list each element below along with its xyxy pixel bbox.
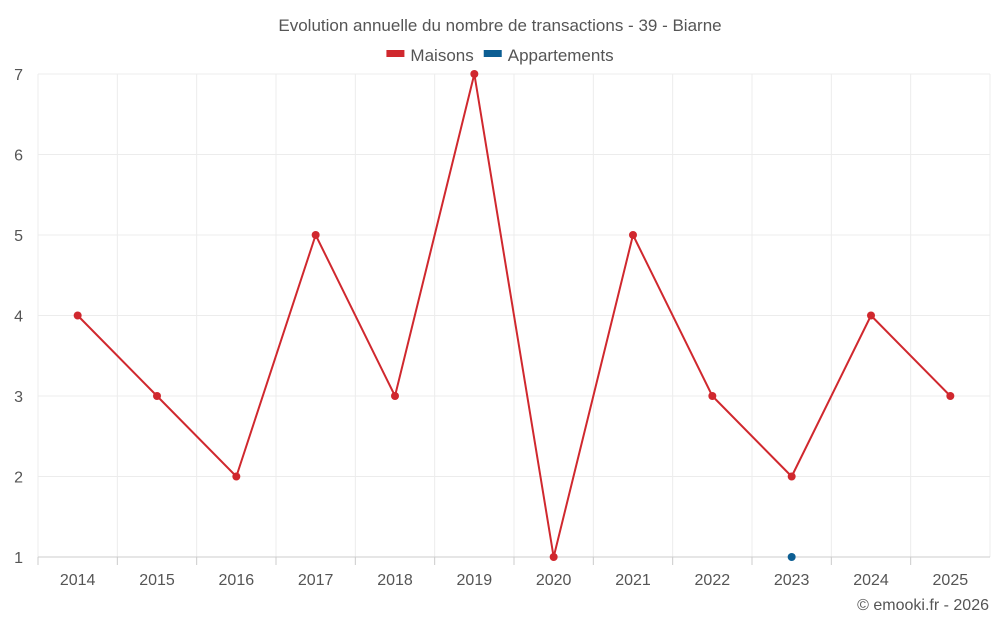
y-tick-label: 2 — [14, 470, 23, 487]
x-tick-label: 2022 — [695, 572, 731, 589]
y-tick-label: 6 — [14, 148, 23, 165]
data-point-maisons[interactable] — [391, 392, 399, 400]
x-tick-label: 2020 — [536, 572, 572, 589]
data-point-maisons[interactable] — [787, 472, 796, 481]
legend-label-appartements[interactable]: Appartements — [508, 46, 614, 65]
data-point-maisons[interactable] — [629, 231, 637, 239]
data-point-maisons[interactable] — [470, 70, 479, 78]
legend-swatch-appartements — [483, 50, 502, 57]
y-axis-ticks: 1 2 3 4 5 6 7 — [14, 67, 23, 567]
x-tick-label: 2019 — [457, 572, 493, 589]
credit-text: © emooki.fr - 2026 — [857, 597, 989, 614]
data-point-maisons[interactable] — [708, 392, 717, 400]
data-point-maisons[interactable] — [153, 392, 161, 400]
data-point-maisons[interactable] — [867, 311, 875, 320]
series-layer — [73, 70, 955, 561]
data-point-maisons[interactable] — [311, 231, 320, 239]
y-tick-label: 1 — [14, 550, 23, 567]
chart-title: Evolution annuelle du nombre de transact… — [278, 16, 721, 35]
x-tick-label: 2014 — [60, 572, 96, 589]
data-point-maisons[interactable] — [73, 311, 82, 320]
y-tick-label: 3 — [14, 389, 23, 406]
data-point-maisons[interactable] — [946, 392, 955, 400]
x-tick-label: 2023 — [774, 572, 810, 589]
y-tick-label: 4 — [14, 309, 23, 326]
x-tick-label: 2015 — [139, 572, 175, 589]
data-point-appartements[interactable] — [787, 553, 796, 561]
legend-label-maisons[interactable]: Maisons — [410, 46, 473, 65]
series-line-maisons — [76, 73, 952, 558]
chart-legend: Maisons Appartements — [386, 46, 614, 65]
x-axis-ticks: 2014 2015 2016 2017 2018 2019 2020 2021 2022 2023… — [37, 557, 969, 589]
x-tick-label: 2021 — [615, 572, 651, 589]
legend-swatch-maisons — [386, 50, 405, 57]
x-tick-label: 2018 — [377, 572, 413, 589]
data-point-maisons[interactable] — [549, 553, 558, 561]
x-tick-label: 2024 — [853, 572, 889, 589]
x-tick-label: 2017 — [298, 572, 334, 589]
data-point-maisons[interactable] — [232, 472, 241, 481]
x-tick-label: 2025 — [933, 572, 969, 589]
y-tick-label: 7 — [14, 67, 23, 84]
y-tick-label: 5 — [14, 228, 23, 245]
x-tick-label: 2016 — [219, 572, 255, 589]
